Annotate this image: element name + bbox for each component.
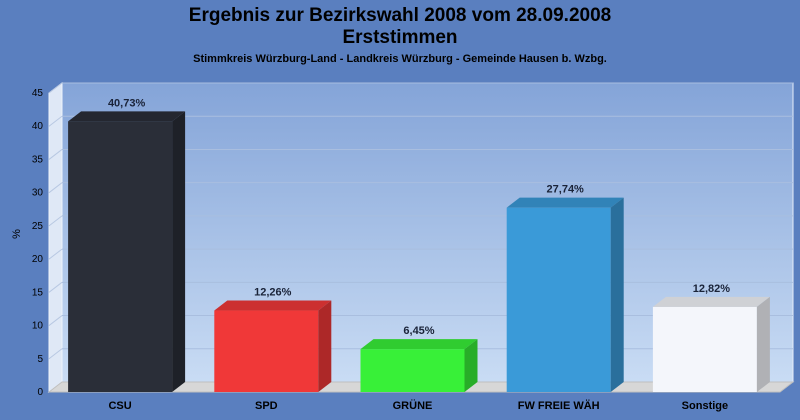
y-tick-label: 45 [32, 88, 44, 99]
bar [68, 111, 186, 393]
y-tick-label: 40 [32, 121, 44, 132]
bar [360, 339, 478, 392]
bar-side [464, 339, 478, 392]
y-tick-label: 30 [32, 188, 44, 199]
category-label: CSU [108, 400, 131, 412]
category-label: Sonstige [682, 400, 728, 412]
gridline [48, 115, 63, 127]
y-tick-label: 15 [32, 287, 44, 298]
bar-front [360, 349, 465, 392]
bar [214, 300, 332, 392]
bar-top [506, 197, 624, 208]
bar-top [652, 296, 770, 307]
gridline [48, 215, 63, 227]
plot-left-wall [48, 81, 63, 394]
chart-header: Ergebnis zur Bezirkswahl 2008 vom 28.09.… [0, 0, 800, 66]
gridline [48, 348, 63, 360]
bar [506, 197, 624, 392]
category-label: FW FREIE WÄH [518, 399, 600, 412]
bar-side [610, 197, 624, 392]
gridline [48, 281, 63, 293]
bar-top [68, 111, 186, 122]
bar-front [214, 310, 319, 392]
bar-front [506, 207, 611, 392]
bar-side [756, 296, 770, 392]
y-tick-label: 10 [32, 321, 44, 332]
y-axis-label: % [11, 229, 23, 239]
gridline [48, 182, 63, 194]
y-tick-label: 25 [32, 221, 44, 232]
chart-title-line1: Ergebnis zur Bezirkswahl 2008 vom 28.09.… [188, 5, 612, 26]
chart-title-line2: Erststimmen [342, 27, 458, 48]
chart-subtitle: Stimmkreis Würzburg-Land - Landkreis Wür… [193, 53, 607, 65]
value-label: 12,82% [693, 283, 731, 295]
y-tick-label: 5 [37, 354, 43, 365]
gridline [48, 248, 63, 260]
y-tick-label: 20 [32, 254, 44, 265]
bar-front [652, 306, 757, 392]
value-label: 6,45% [403, 325, 434, 337]
bar-side [318, 300, 332, 392]
value-label: 27,74% [547, 184, 585, 196]
y-tick-label: 35 [32, 154, 44, 165]
value-label: 12,26% [254, 287, 292, 299]
gridline [48, 315, 63, 326]
bar-top [214, 300, 332, 311]
y-tick-label: 0 [37, 387, 43, 398]
category-label: SPD [255, 400, 278, 412]
value-label: 40,73% [108, 97, 146, 109]
bar [652, 296, 770, 392]
gridline [48, 82, 63, 94]
category-label: GRÜNE [393, 399, 433, 412]
gridline [48, 149, 63, 160]
bar-front [68, 121, 173, 393]
bar-side [172, 111, 186, 393]
bar-top [360, 339, 478, 350]
